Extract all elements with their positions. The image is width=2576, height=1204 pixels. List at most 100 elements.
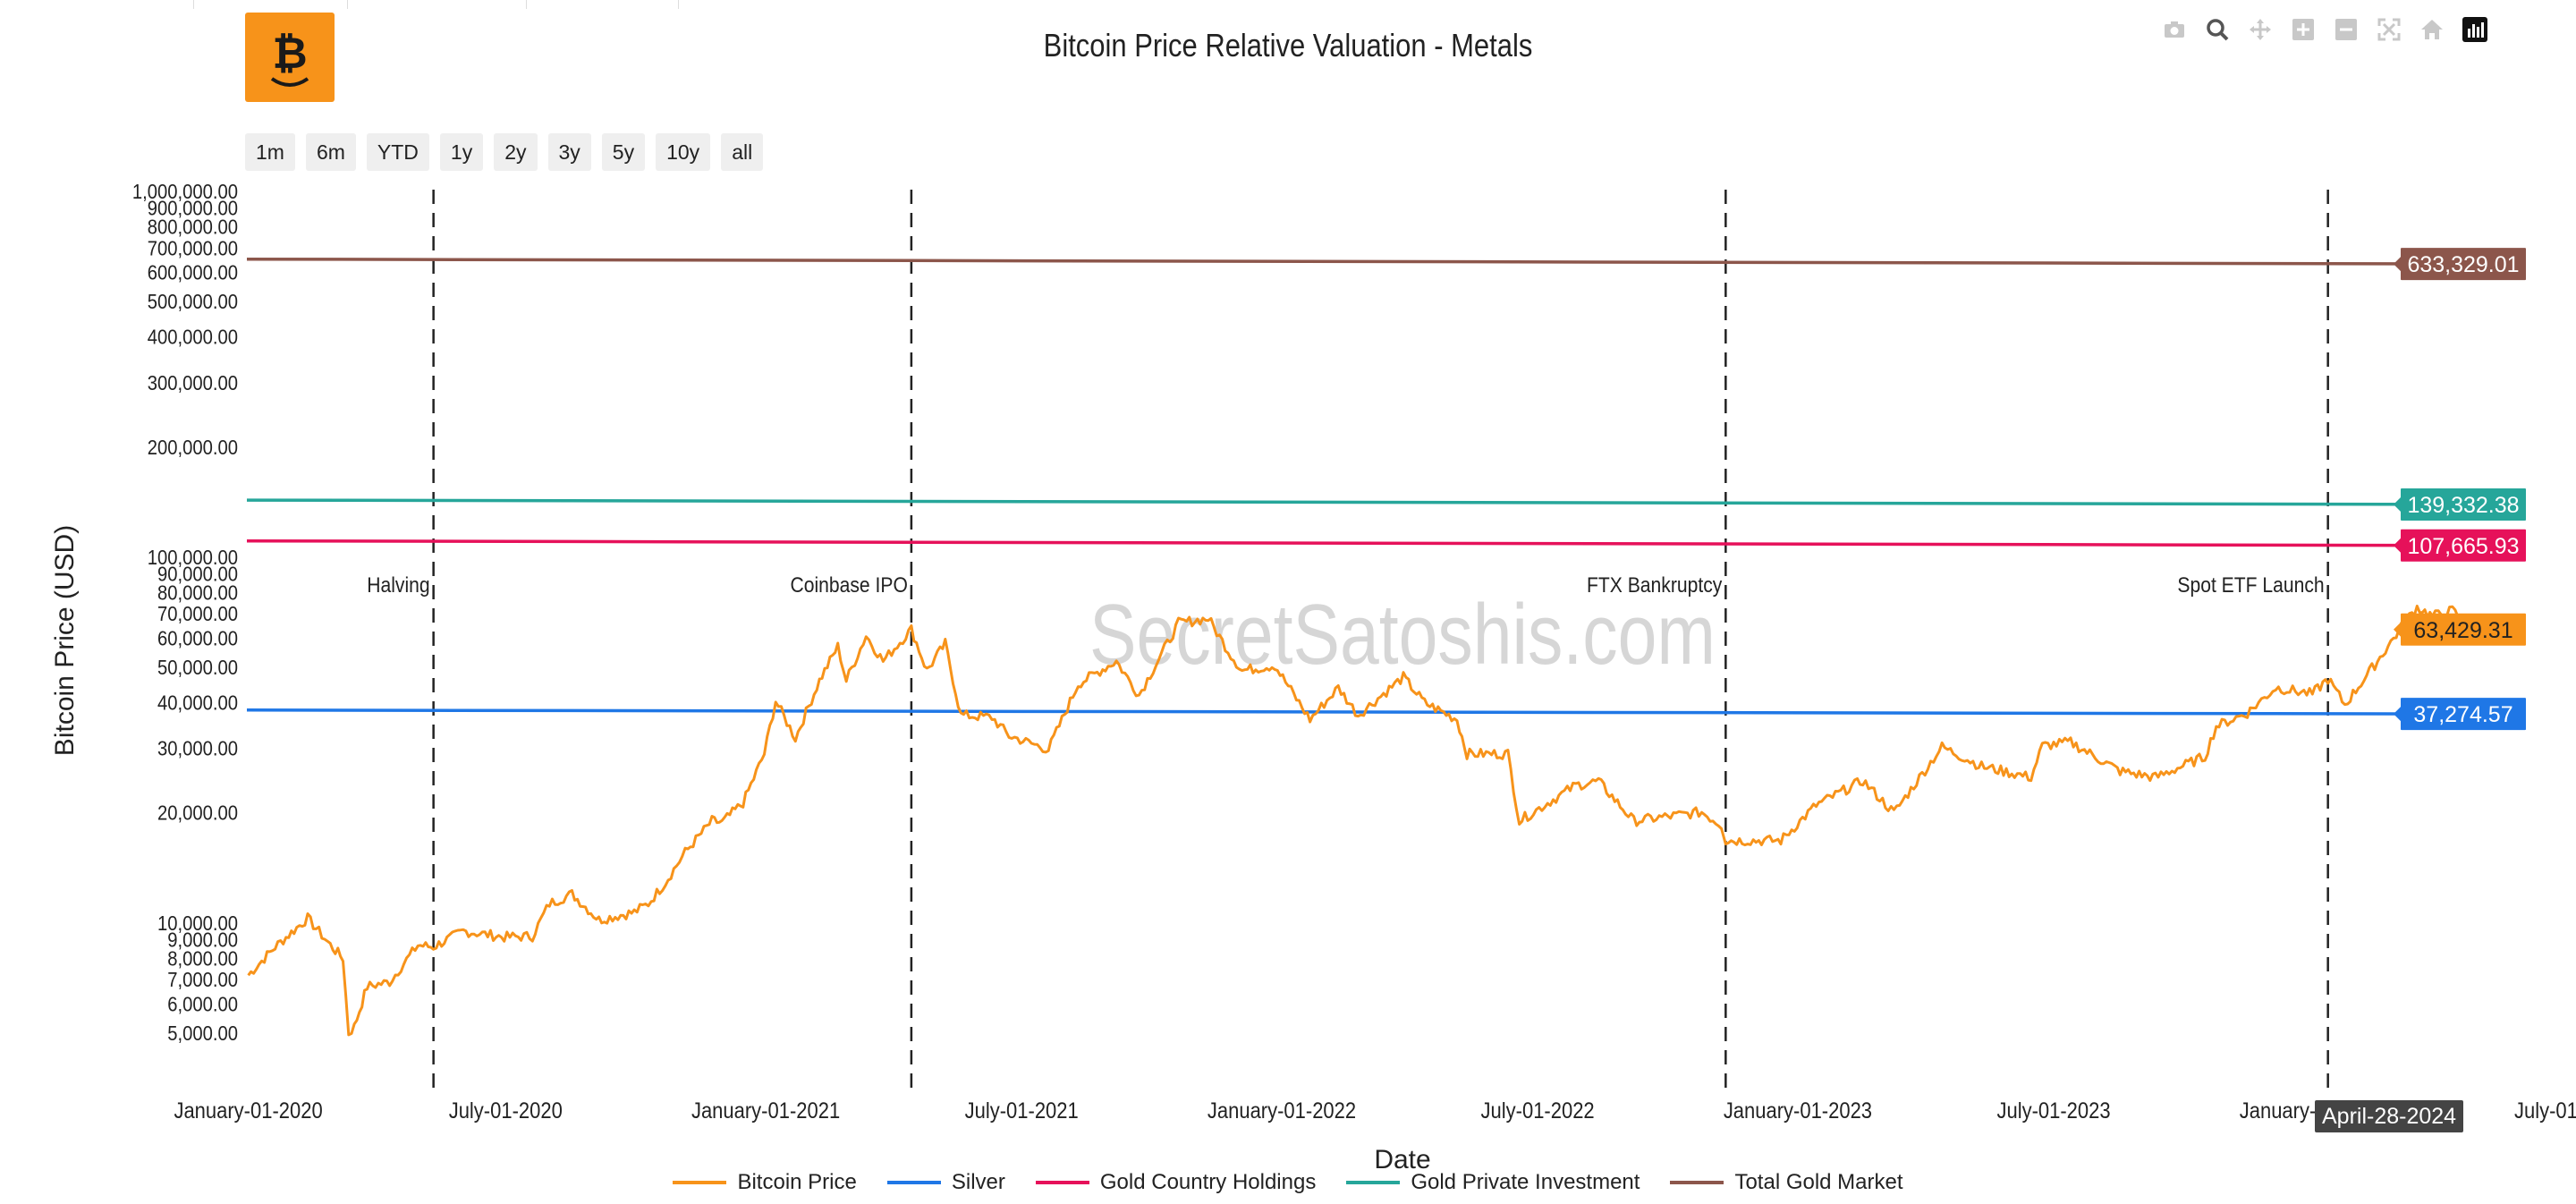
x-tick-label: January-01-2021 xyxy=(691,1098,840,1123)
legend-label: Gold Country Holdings xyxy=(1099,1170,1317,1194)
end-label-box xyxy=(2401,613,2526,646)
gold-private-investment-line xyxy=(246,498,2481,506)
y-tick-label: 900,000.00 xyxy=(148,196,238,220)
y-tick-label: 200,000.00 xyxy=(148,436,238,460)
range-button-1y[interactable]: 1y xyxy=(439,133,484,171)
event-label: Coinbase IPO xyxy=(790,573,907,598)
x-tick-label: July-01-2020 xyxy=(449,1098,563,1123)
range-button-1m[interactable]: 1m xyxy=(245,133,295,171)
end-labels: 63,429.31 37,274.57 107,665.93 139,332.38 63… xyxy=(2394,248,2526,731)
y-tick-label: 300,000.00 xyxy=(148,371,238,395)
zoom-in-icon[interactable] xyxy=(2288,14,2318,45)
range-button-all[interactable]: all xyxy=(721,133,764,171)
x-tick-label: July-01-2022 xyxy=(1481,1098,1595,1123)
event-label: Spot ETF Launch xyxy=(2177,573,2324,598)
end-label-value: 633,329.01 xyxy=(2407,252,2519,277)
browser-tab-strip xyxy=(0,0,2576,11)
legend-label: Bitcoin Price xyxy=(737,1170,857,1194)
legend-label: Gold Private Investment xyxy=(1411,1170,1640,1194)
home-icon[interactable] xyxy=(2417,14,2447,45)
end-label-box xyxy=(2401,529,2526,562)
x-axis-title: Date xyxy=(1374,1145,1430,1174)
tab-divider xyxy=(526,0,527,9)
y-tick-label: 30,000.00 xyxy=(157,736,238,760)
end-label-value: 37,274.57 xyxy=(2413,702,2512,727)
end-label-pointer xyxy=(2394,538,2401,553)
y-tick-label: 600,000.00 xyxy=(148,260,238,284)
series-lines xyxy=(246,257,2482,1037)
y-tick-label: 6,000.00 xyxy=(167,992,238,1016)
svg-text:₿: ₿ xyxy=(272,30,307,78)
end-label-pointer xyxy=(2394,707,2401,722)
y-axis-title: Bitcoin Price (USD) xyxy=(50,525,80,756)
y-tick-label: 500,000.00 xyxy=(148,290,238,314)
tab-divider xyxy=(347,0,348,9)
y-axis: 5,000.00 6,000.007,000.008,000.009,000.00… xyxy=(132,180,238,1045)
y-tick-label: 70,000.00 xyxy=(157,602,238,626)
bitcoin-logo-icon: ₿ xyxy=(270,30,309,87)
legend-item-gold-country-holdings[interactable]: Gold Country Holdings xyxy=(1035,1170,1317,1195)
end-label-box xyxy=(2401,698,2526,731)
end-label-pointer xyxy=(2394,622,2401,637)
pan-icon[interactable] xyxy=(2245,14,2275,45)
x-axis: January-01-2020 July-01-2020 January-01-20… xyxy=(174,1098,2576,1123)
total-gold-market-line xyxy=(246,257,2481,266)
event-label: FTX Bankruptcy xyxy=(1587,573,1723,598)
tab-divider xyxy=(678,0,679,9)
range-button-6m[interactable]: 6m xyxy=(305,133,356,171)
legend-label: Silver xyxy=(951,1170,1005,1194)
end-label-pointer xyxy=(2394,257,2401,272)
legend-label: Total Gold Market xyxy=(1734,1170,1903,1194)
x-tick-label: January-01-2022 xyxy=(1208,1098,1356,1123)
end-label-value: 139,332.38 xyxy=(2407,493,2519,518)
y-tick-label: 8,000.00 xyxy=(167,946,238,971)
y-tick-label: 90,000.00 xyxy=(157,562,238,586)
event-markers: Halving Coinbase IPO FTX Bankruptcy Spot ET… xyxy=(367,190,2329,1093)
range-button-5y[interactable]: 5y xyxy=(601,133,646,171)
legend-swatch xyxy=(1035,1181,1089,1184)
range-button-ytd[interactable]: YTD xyxy=(366,133,429,171)
y-tick-label: 40,000.00 xyxy=(157,691,238,715)
x-tick-label: July-01-2023 xyxy=(1996,1098,2110,1123)
zoom-icon[interactable] xyxy=(2202,14,2233,45)
range-button-10y[interactable]: 10y xyxy=(656,133,711,171)
range-button-3y[interactable]: 3y xyxy=(547,133,591,171)
y-tick-label: 10,000.00 xyxy=(157,911,238,936)
legend-item-gold-private-investment[interactable]: Gold Private Investment xyxy=(1346,1170,1640,1195)
plotly-logo-icon[interactable] xyxy=(2460,14,2490,45)
hover-date-label: April-28-2024 xyxy=(2315,1100,2464,1132)
gold-country-holdings-line xyxy=(246,538,2481,547)
y-tick-label: 60,000.00 xyxy=(157,626,238,650)
x-tick-label: January-01-2020 xyxy=(174,1098,322,1123)
legend: Bitcoin Price Silver Gold Country Holdings… xyxy=(0,1170,2576,1195)
autoscale-icon[interactable] xyxy=(2374,14,2404,45)
legend-swatch xyxy=(1670,1181,1724,1184)
y-tick-label: 9,000.00 xyxy=(167,928,238,952)
end-label-value: 63,429.31 xyxy=(2413,618,2512,643)
legend-item-total-gold-market[interactable]: Total Gold Market xyxy=(1670,1170,1903,1195)
watermark: SecretSatoshis.com xyxy=(1089,587,1716,683)
legend-item-bitcoin-price[interactable]: Bitcoin Price xyxy=(673,1170,857,1195)
y-tick-label: 400,000.00 xyxy=(148,325,238,349)
legend-swatch xyxy=(673,1181,727,1184)
legend-item-silver[interactable]: Silver xyxy=(886,1170,1005,1195)
range-button-2y[interactable]: 2y xyxy=(494,133,538,171)
end-label-value: 107,665.93 xyxy=(2407,534,2519,559)
y-tick-label: 800,000.00 xyxy=(148,215,238,239)
y-tick-label: 20,000.00 xyxy=(157,801,238,825)
y-tick-label: 7,000.00 xyxy=(167,968,238,992)
zoom-out-icon[interactable] xyxy=(2331,14,2361,45)
bitcoin-price-line xyxy=(247,605,2482,1037)
chart-title: Bitcoin Price Relative Valuation - Metal… xyxy=(1043,27,1533,64)
x-tick-label: July-01-2021 xyxy=(965,1098,1079,1123)
legend-swatch xyxy=(1346,1181,1401,1184)
camera-icon[interactable] xyxy=(2159,14,2190,45)
event-label: Halving xyxy=(367,573,429,598)
end-label-box xyxy=(2401,488,2526,521)
bitcoin-logo: ₿ xyxy=(245,13,335,102)
y-tick-label: 1,000,000.00 xyxy=(132,180,238,204)
x-tick-label: July-01-2024 xyxy=(2514,1098,2576,1123)
x-tick-label: January-01-2023 xyxy=(1724,1098,1872,1123)
y-tick-label: 50,000.00 xyxy=(157,656,238,680)
